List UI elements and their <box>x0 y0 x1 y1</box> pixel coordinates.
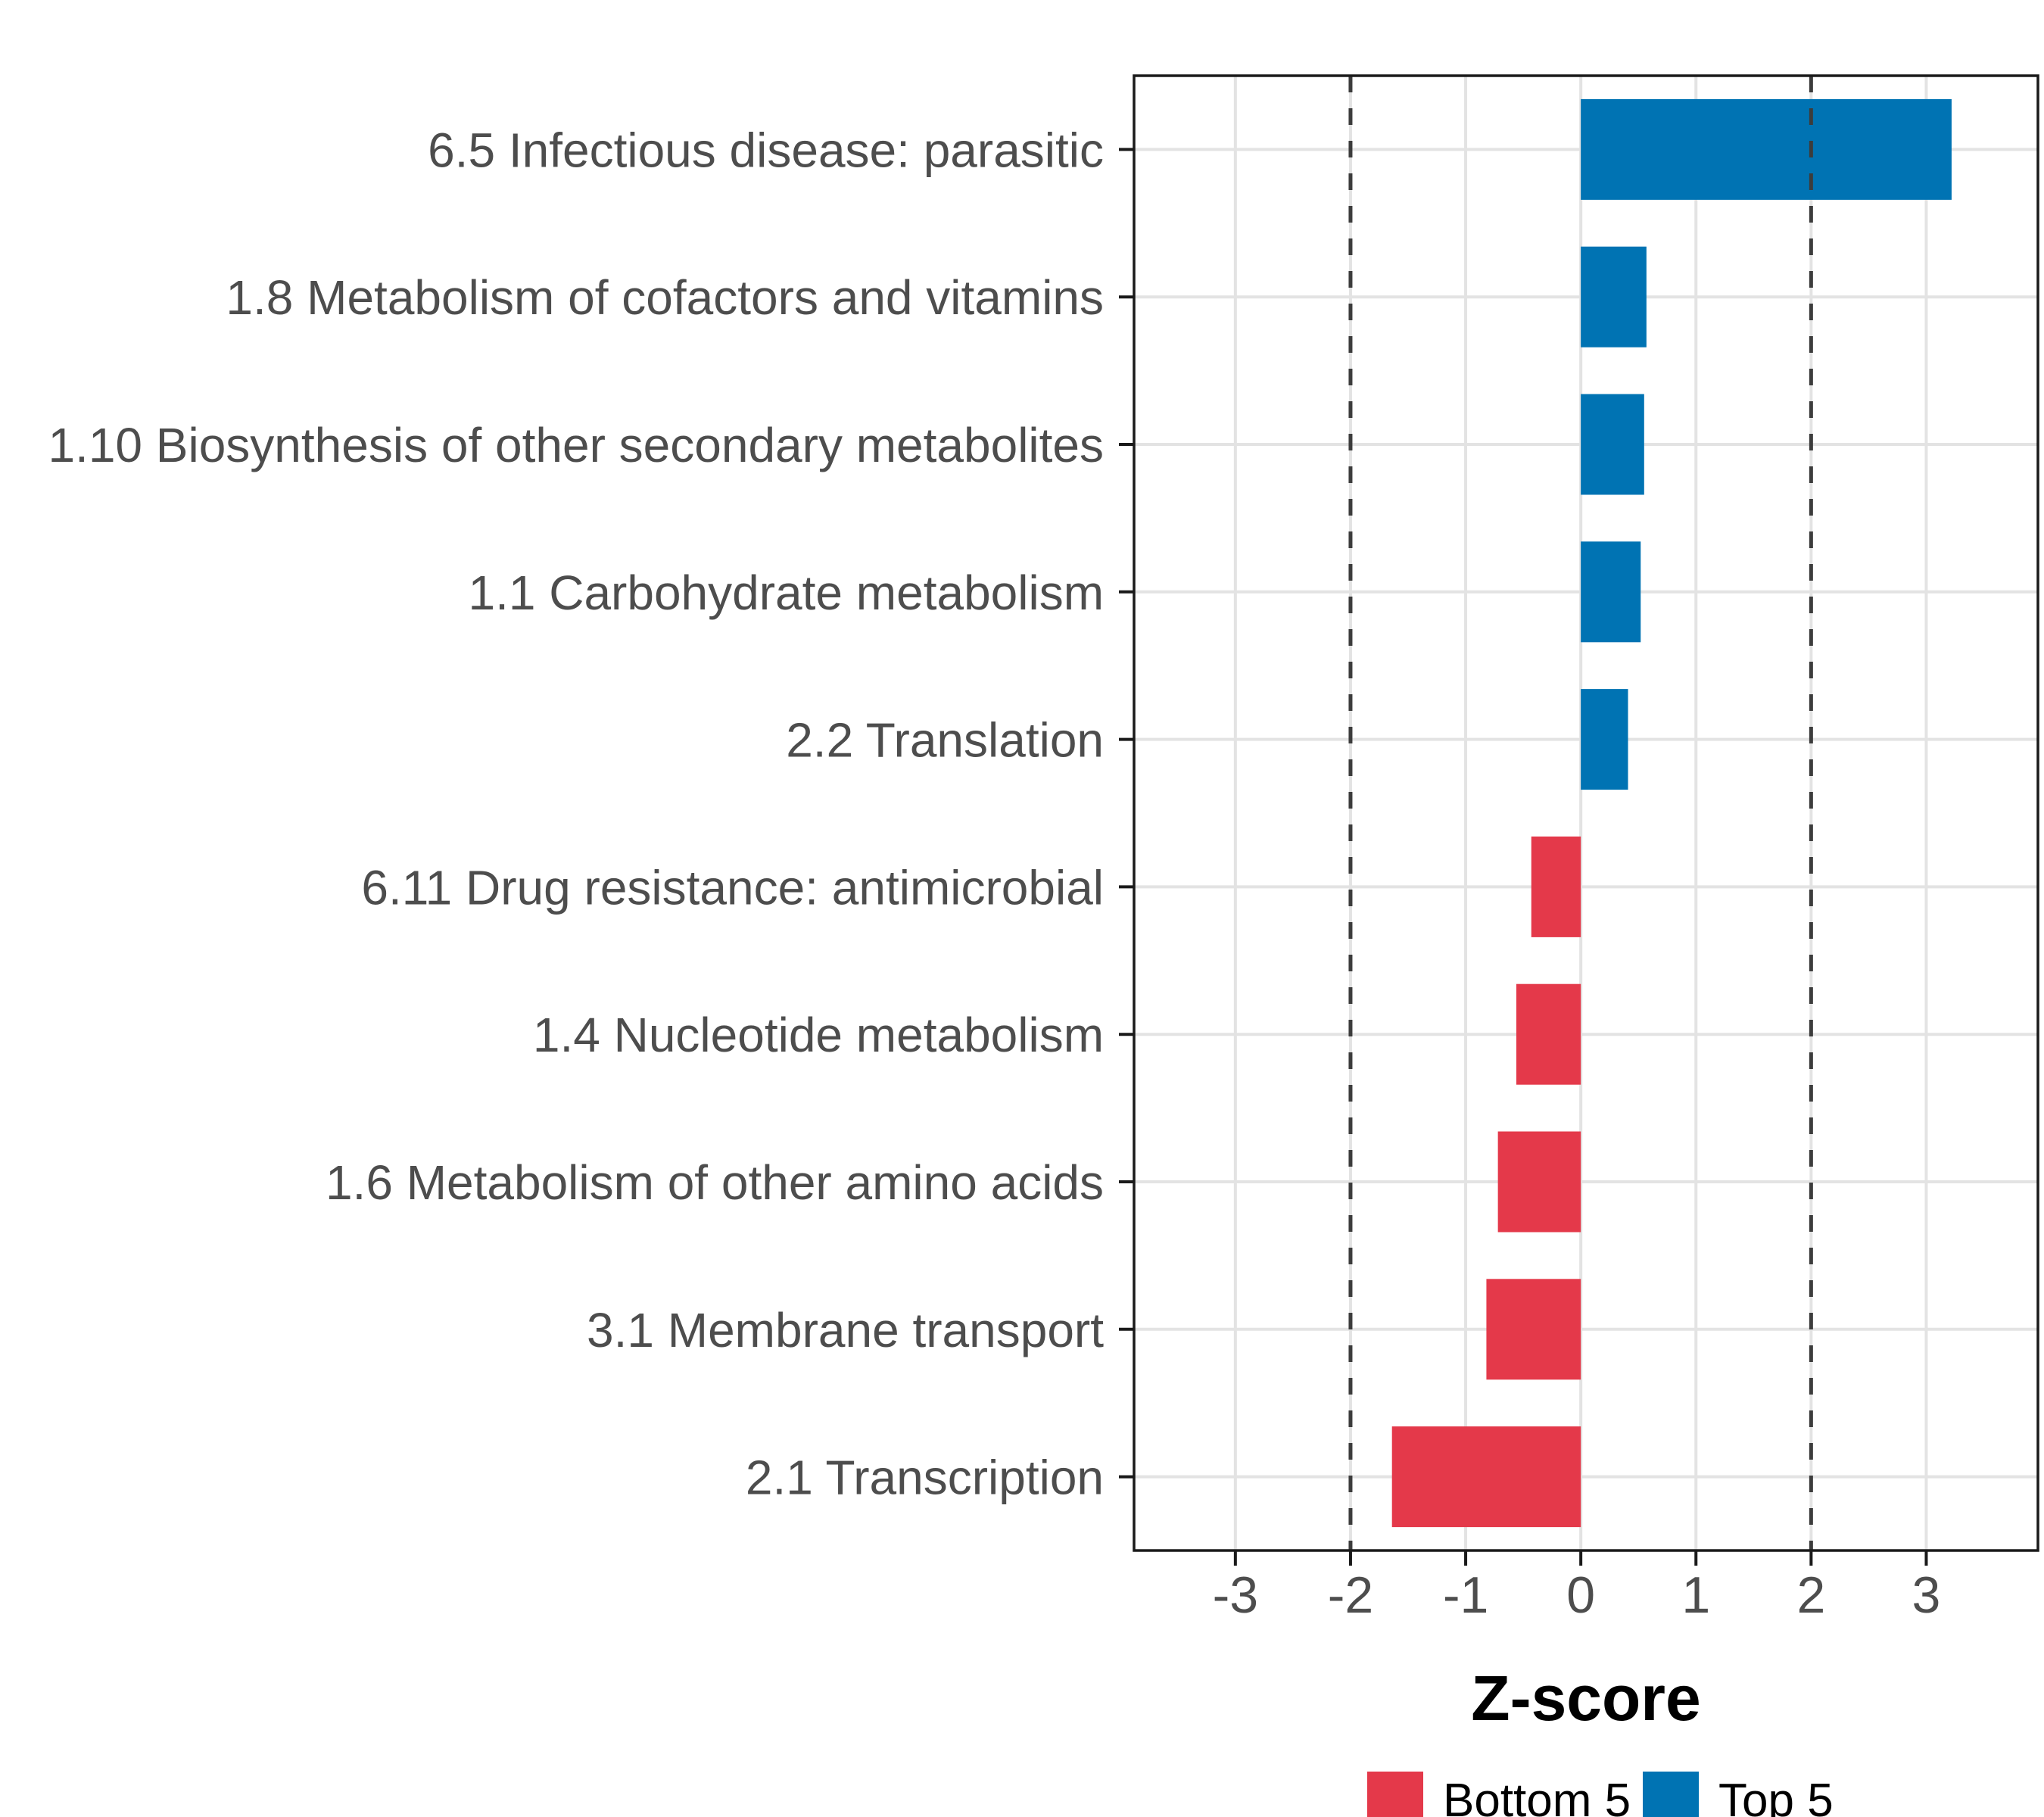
x-tick-label: 3 <box>1912 1566 1941 1624</box>
bar <box>1581 541 1641 643</box>
legend: Bottom 5 Top 5 <box>1367 1772 1834 1817</box>
x-axis-title: Z-score <box>1471 1663 1700 1734</box>
bar <box>1391 1426 1581 1528</box>
bar <box>1497 1131 1581 1233</box>
bar <box>1581 98 1952 200</box>
legend-label-bottom5: Bottom 5 <box>1443 1775 1631 1817</box>
bar <box>1581 394 1644 495</box>
bar <box>1531 836 1581 937</box>
category-label: 6.5 Infectious disease: parasitic <box>428 123 1104 177</box>
x-tick-label: 0 <box>1566 1566 1595 1624</box>
plot-panel: -3 -2 -1 0 1 2 3 6.5 Infectious disease: parasi… <box>48 74 2039 1624</box>
category-label: 1.4 Nucleotide metabolism <box>533 1008 1104 1062</box>
bar <box>1486 1279 1581 1380</box>
x-tick-label: 2 <box>1796 1566 1825 1624</box>
bar <box>1581 689 1628 790</box>
bar <box>1581 246 1647 348</box>
category-label: 2.2 Translation <box>786 713 1104 768</box>
category-label: 2.1 Transcription <box>746 1451 1104 1505</box>
panel-border <box>1133 74 2039 1552</box>
category-label: 1.8 Metabolism of cofactors and vitamins <box>226 270 1104 325</box>
legend-swatch-bottom5 <box>1367 1772 1423 1817</box>
bar <box>1516 983 1581 1085</box>
x-tick-label: -1 <box>1443 1566 1488 1624</box>
category-label: 1.6 Metabolism of other amino acids <box>326 1155 1104 1210</box>
category-label: 1.1 Carbohydrate metabolism <box>468 566 1104 620</box>
x-tick-label: 1 <box>1681 1566 1710 1624</box>
legend-label-top5: Top 5 <box>1718 1775 1834 1817</box>
legend-swatch-top5 <box>1643 1772 1699 1817</box>
x-tick-label: -2 <box>1328 1566 1373 1624</box>
category-label: 1.10 Biosynthesis of other secondary met… <box>48 418 1104 472</box>
category-label: 3.1 Membrane transport <box>587 1303 1104 1357</box>
category-label: 6.11 Drug resistance: antimicrobial <box>361 860 1104 915</box>
x-tick-label: -3 <box>1213 1566 1258 1624</box>
